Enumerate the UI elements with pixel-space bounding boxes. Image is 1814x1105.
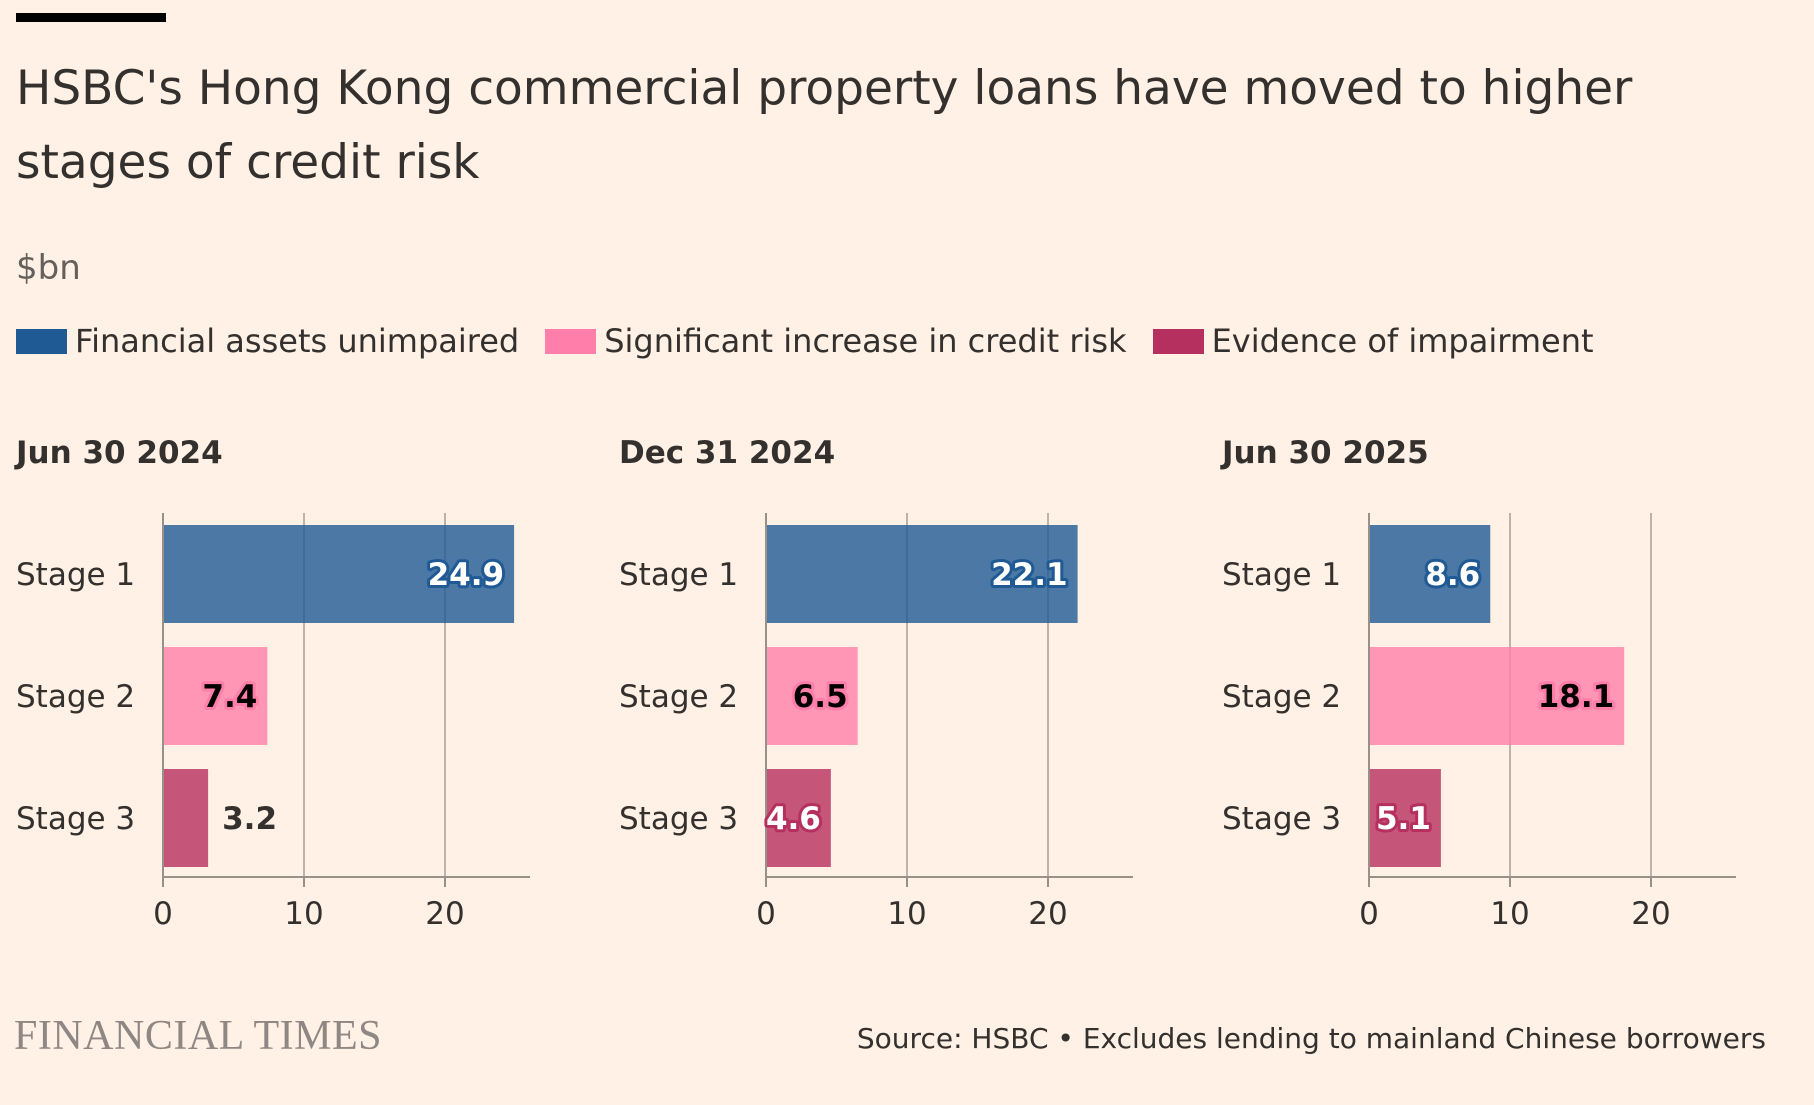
bar-stage-2 — [1369, 647, 1625, 745]
value-label-stage-3: 3.2 — [222, 801, 277, 837]
legend-item-stage2: Significant increase in credit risk — [545, 322, 1127, 360]
category-label-stage-1: Stage 1 — [16, 557, 135, 593]
category-label-stage-2: Stage 2 — [16, 679, 135, 715]
value-label-stage-2: 7.4 — [202, 679, 257, 715]
panel-title-2: Dec 31 2024 — [619, 435, 835, 471]
bar-stage-1 — [1369, 525, 1491, 623]
bar-stage-1 — [766, 525, 1078, 623]
bar-stage-3 — [766, 769, 831, 867]
category-label-stage-1: Stage 1 — [619, 557, 738, 593]
legend-item-stage1: Financial assets unimpaired — [16, 322, 519, 360]
category-label-stage-2: Stage 2 — [1222, 679, 1341, 715]
panel-title-3: Jun 30 2025 — [1220, 435, 1429, 471]
small-multiples-chart: Jun 30 2024 0 10 20 Stage 1 Stage 2 Stage 3 24.… — [14, 435, 1736, 932]
value-label-stage-1: 22.1 — [991, 557, 1068, 593]
ft-logo: FINANCIAL TIMES — [14, 1013, 383, 1059]
category-label-stage-2: Stage 2 — [619, 679, 738, 715]
x-tick-label: 10 — [887, 896, 926, 932]
x-tick-label: 0 — [756, 896, 776, 932]
x-tick-label: 20 — [1028, 896, 1067, 932]
chart-title: HSBC's Hong Kong commercial property loa… — [16, 61, 1633, 190]
category-label-stage-3: Stage 3 — [16, 801, 135, 837]
bar-stage-1 — [163, 525, 515, 623]
legend-label-stage1: Financial assets unimpaired — [75, 322, 520, 360]
x-tick-label: 20 — [425, 896, 464, 932]
legend-swatch-stage2 — [545, 328, 597, 354]
category-label-stage-3: Stage 3 — [619, 801, 738, 837]
x-tick-label: 20 — [1631, 896, 1670, 932]
x-tick-label: 0 — [1359, 896, 1379, 932]
value-label-stage-1: 8.6 — [1425, 557, 1480, 593]
legend: Financial assets unimpaired Significant … — [16, 322, 1620, 360]
legend-item-stage3: Evidence of impairment — [1152, 322, 1594, 360]
legend-swatch-stage3 — [1152, 328, 1204, 354]
value-label-stage-2: 18.1 — [1538, 679, 1615, 715]
panel-title-1: Jun 30 2024 — [14, 435, 223, 471]
source-note: Source: HSBC • Excludes lending to mainl… — [856, 1022, 1766, 1055]
x-tick-label: 0 — [153, 896, 173, 932]
category-label-stage-3: Stage 3 — [1222, 801, 1341, 837]
category-label-stage-1: Stage 1 — [1222, 557, 1341, 593]
bar-stage-2 — [163, 647, 268, 745]
legend-label-stage2: Significant increase in credit risk — [604, 322, 1127, 360]
value-label-stage-3: 5.1 — [1376, 801, 1431, 837]
value-label-stage-3: 4.6 — [766, 801, 821, 837]
legend-swatch-stage1 — [16, 328, 67, 354]
bar-stage-3 — [1369, 769, 1441, 867]
x-tick-label: 10 — [1490, 896, 1529, 932]
bar-stage-2 — [766, 647, 858, 745]
x-tick-label: 10 — [284, 896, 323, 932]
top-rule — [16, 13, 166, 22]
value-label-stage-2: 6.5 — [793, 679, 848, 715]
bar-stage-3 — [163, 769, 209, 867]
legend-label-stage3: Evidence of impairment — [1211, 322, 1594, 360]
value-label-stage-1: 24.9 — [428, 557, 505, 593]
unit-label: $bn — [16, 248, 81, 288]
